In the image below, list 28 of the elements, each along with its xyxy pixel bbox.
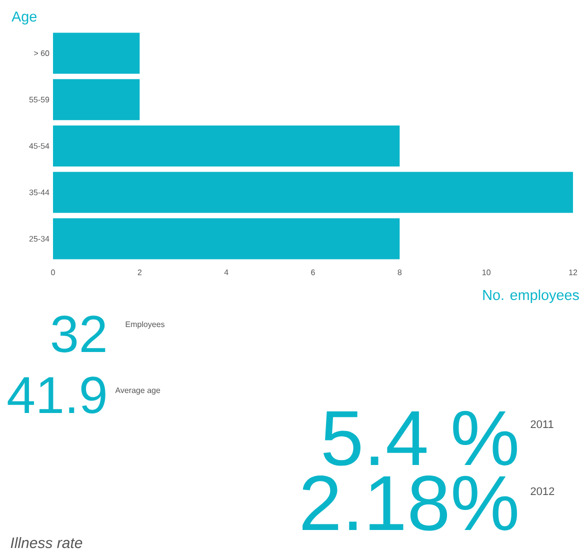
- x-tick-label: 2: [138, 270, 142, 276]
- text: 32: [52, 316, 106, 352]
- text: 2011: [530, 420, 554, 428]
- x-tick-label: 6: [311, 270, 315, 276]
- text: 2012: [530, 487, 554, 496]
- text: Illness rate: [10, 537, 82, 548]
- x-tick-label: 4: [224, 270, 228, 276]
- y-tick-label: 25-34: [29, 236, 50, 242]
- text: 2.18%: [302, 476, 517, 531]
- y-tick-label: 45-54: [29, 143, 50, 149]
- y-tick-label: > 60: [34, 50, 50, 56]
- bar: [53, 126, 400, 166]
- x-tick-label: 8: [398, 270, 402, 276]
- x-axis-title: No. employees: [483, 290, 579, 303]
- x-tick-label: 12: [569, 270, 578, 276]
- bar: [53, 218, 400, 260]
- x-tick-label: 0: [51, 270, 55, 276]
- y-axis-title: Age: [12, 12, 37, 24]
- text: Employees: [126, 321, 164, 329]
- text: 5.4 %: [323, 410, 517, 466]
- y-tick-label: 35-44: [29, 190, 50, 196]
- bar: [53, 79, 140, 120]
- y-tick-label: 55-59: [29, 96, 50, 102]
- x-tick-label: 10: [482, 270, 490, 276]
- bar: [53, 172, 573, 213]
- text: Average age: [115, 387, 160, 395]
- bar: [53, 32, 140, 74]
- text: 41.9: [8, 376, 106, 414]
